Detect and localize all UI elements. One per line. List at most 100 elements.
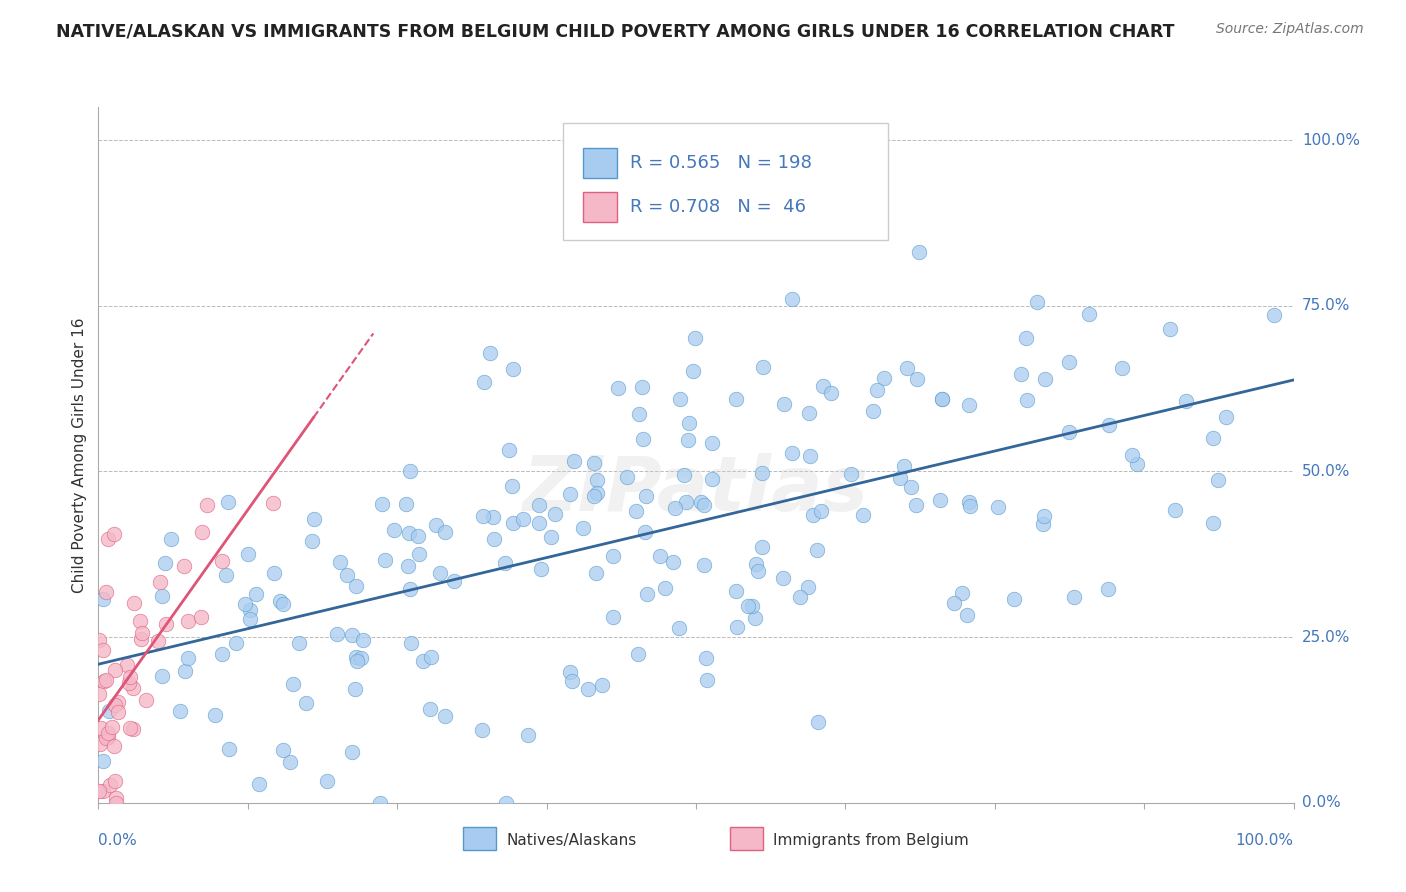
Point [217,495,239,509]
Point [631,380,654,394]
Point [429,566,451,580]
Point [678,433,700,447]
Point [89,633,111,648]
Point [692,558,714,572]
Point [94,731,117,745]
Point [572,521,595,535]
Point [583,489,606,503]
Point [751,359,773,374]
Point [340,628,363,642]
Point [562,453,585,467]
Point [586,485,609,500]
Point [689,495,711,509]
Point [512,512,534,526]
Point [191,524,214,539]
Point [494,556,516,570]
Point [97,532,120,546]
Point [725,392,748,407]
Point [1126,457,1149,471]
Point [1057,355,1080,369]
Point [633,524,655,539]
Point [820,385,842,400]
Point [89,784,111,798]
Point [398,526,420,541]
Text: Immigrants from Belgium: Immigrants from Belgium [773,833,969,847]
Point [215,568,238,582]
Point [420,649,443,664]
Point [235,598,257,612]
Point [395,498,418,512]
Point [799,449,821,463]
Point [128,614,150,628]
Point [107,705,129,719]
Point [737,599,759,613]
Point [245,587,267,601]
Point [529,516,551,530]
Point [1015,331,1038,345]
Point [288,635,311,649]
Point [350,650,373,665]
Point [107,695,129,709]
Point [408,547,430,561]
Point [661,555,683,569]
Point [702,472,724,486]
Point [900,480,922,494]
Point [616,470,638,484]
Point [772,571,794,585]
Point [97,731,120,745]
Point [419,702,441,716]
Text: Source: ZipAtlas.com: Source: ZipAtlas.com [1216,22,1364,37]
Point [502,516,524,530]
Point [585,566,607,580]
Point [344,681,367,696]
Point [399,636,422,650]
Point [121,681,143,695]
Point [1097,582,1119,597]
Point [696,673,718,687]
Point [94,585,117,599]
Point [146,633,169,648]
Point [931,392,953,406]
Point [540,530,562,544]
Point [744,611,766,625]
Point [631,432,654,446]
Point [433,709,456,723]
Point [1010,367,1032,381]
Point [370,796,392,810]
Point [607,381,630,395]
Point [371,497,394,511]
Point [1174,394,1197,409]
Point [173,559,195,574]
Point [382,523,405,537]
Point [1002,592,1025,607]
Point [725,619,748,633]
Point [561,673,583,688]
Point [1098,418,1121,433]
Point [654,581,676,595]
Point [582,457,605,471]
Point [91,642,114,657]
Point [516,729,538,743]
Point [470,723,492,737]
Point [149,574,172,589]
Point [1111,361,1133,376]
Point [425,518,447,533]
Point [839,467,862,481]
Point [103,527,125,541]
Point [627,648,650,662]
Point [852,508,875,522]
Point [873,370,896,384]
Point [117,657,139,672]
Point [103,739,125,754]
Point [801,508,824,522]
Point [150,590,173,604]
Point [950,585,973,599]
Point [751,466,773,480]
Point [329,555,352,569]
Text: Natives/Alaskans: Natives/Alaskans [506,833,637,847]
Text: R = 0.565   N = 198: R = 0.565 N = 198 [630,153,811,171]
Point [239,603,262,617]
Point [1033,371,1056,385]
Point [340,745,363,759]
Point [236,547,259,561]
